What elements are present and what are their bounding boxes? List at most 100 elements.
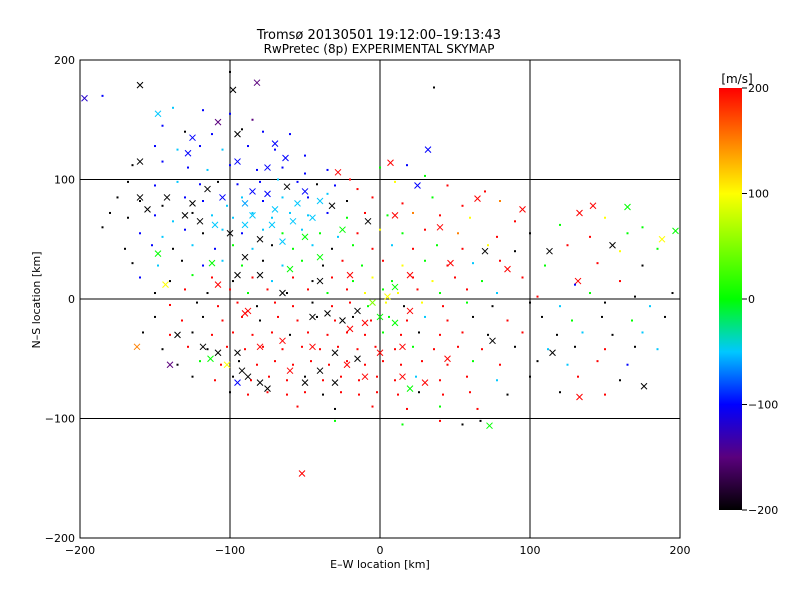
data-point-dot [481,280,483,283]
data-point-dot [251,211,254,214]
data-point-x [399,343,406,351]
data-point-dot [202,232,204,235]
data-point-dot [127,216,129,219]
data-point-x [136,158,144,165]
data-point-dot [406,407,408,410]
data-point-dot [247,145,249,148]
data-point-dot [412,345,414,348]
data-point-x [489,337,496,345]
data-point-dot [346,360,348,363]
data-point-dot [172,220,174,223]
data-point-dot [376,391,378,394]
data-point-dot [221,319,224,322]
data-point-dot [211,133,213,136]
data-point-dot [277,315,279,318]
data-point-dot [304,375,306,378]
data-point-dot [388,315,390,318]
data-point-x [249,188,256,195]
data-point-dot [406,319,408,322]
data-point-dot [236,301,239,304]
data-point-dot [161,204,164,207]
data-point-dot [184,288,186,291]
data-point-dot [316,315,318,318]
data-point-x [444,355,451,363]
data-point-dot [521,276,524,279]
data-point-dot [326,292,329,295]
data-point-dot [184,130,186,133]
data-point-dot [340,391,342,394]
data-point-x [324,309,331,317]
data-point-dot [424,259,426,262]
data-point-dot [466,288,468,291]
data-point-dot [229,391,231,394]
data-point-dot [142,331,144,334]
data-point-dot [169,280,171,283]
data-point-dot [361,264,363,267]
y-tick-label: −100 [45,413,75,426]
data-point-dot [499,200,501,203]
data-point-x [144,206,151,213]
data-point-dot [154,145,156,148]
data-point-dot [499,363,501,366]
data-point-x [391,283,399,291]
data-point-x [369,299,376,306]
data-point-dot [109,211,111,214]
data-point-x [214,118,222,126]
data-point-x [576,209,583,217]
data-point-dot [331,305,333,308]
data-point-dot [406,164,408,167]
data-point-dot [221,148,224,151]
data-point-dot [664,315,666,318]
data-point-dot [412,247,414,250]
data-point-dot [536,295,539,298]
data-point-x [241,221,249,229]
data-point-dot [506,393,509,396]
data-point-dot [169,303,171,306]
data-point-dot [241,315,243,318]
data-point-dot [671,292,674,295]
data-point-x [214,349,222,357]
data-point-dot [211,333,213,336]
data-point-x [343,361,351,369]
data-point-dot [202,200,204,203]
data-point-dot [296,180,299,183]
data-point-dot [154,292,156,295]
data-point-dot [403,305,405,308]
data-point-dot [271,280,273,283]
data-point-dot [199,145,201,148]
data-point-x [376,313,384,321]
data-point-dot [439,292,441,295]
data-point-dot [101,226,104,229]
data-point-dot [487,333,489,336]
data-point-x [286,265,294,273]
data-point-dot [221,228,224,231]
data-point-dot [202,315,204,318]
data-point-dot [262,130,264,133]
data-point-dot [340,375,342,378]
data-point-dot [400,333,402,336]
data-point-dot [566,363,569,366]
data-point-dot [266,288,269,291]
data-point-dot [181,319,183,322]
data-point-dot [334,407,336,410]
data-point-dot [371,276,374,279]
data-point-x [204,185,211,193]
data-point-dot [382,288,384,291]
data-point-dot [446,184,449,187]
data-point-dot [187,345,189,348]
data-point-dot [262,228,264,231]
data-point-dot [191,244,194,247]
data-point-dot [374,345,377,348]
data-point-dot [311,280,314,283]
data-point-dot [328,363,330,366]
data-point-dot [289,211,291,214]
data-point-x [241,200,249,207]
data-point-dot [154,315,156,318]
data-point-x [136,194,144,201]
data-point-x [211,221,219,229]
data-point-dot [401,232,404,235]
data-point-dot [184,196,186,199]
data-point-dot [271,244,273,247]
data-point-dot [371,247,374,250]
